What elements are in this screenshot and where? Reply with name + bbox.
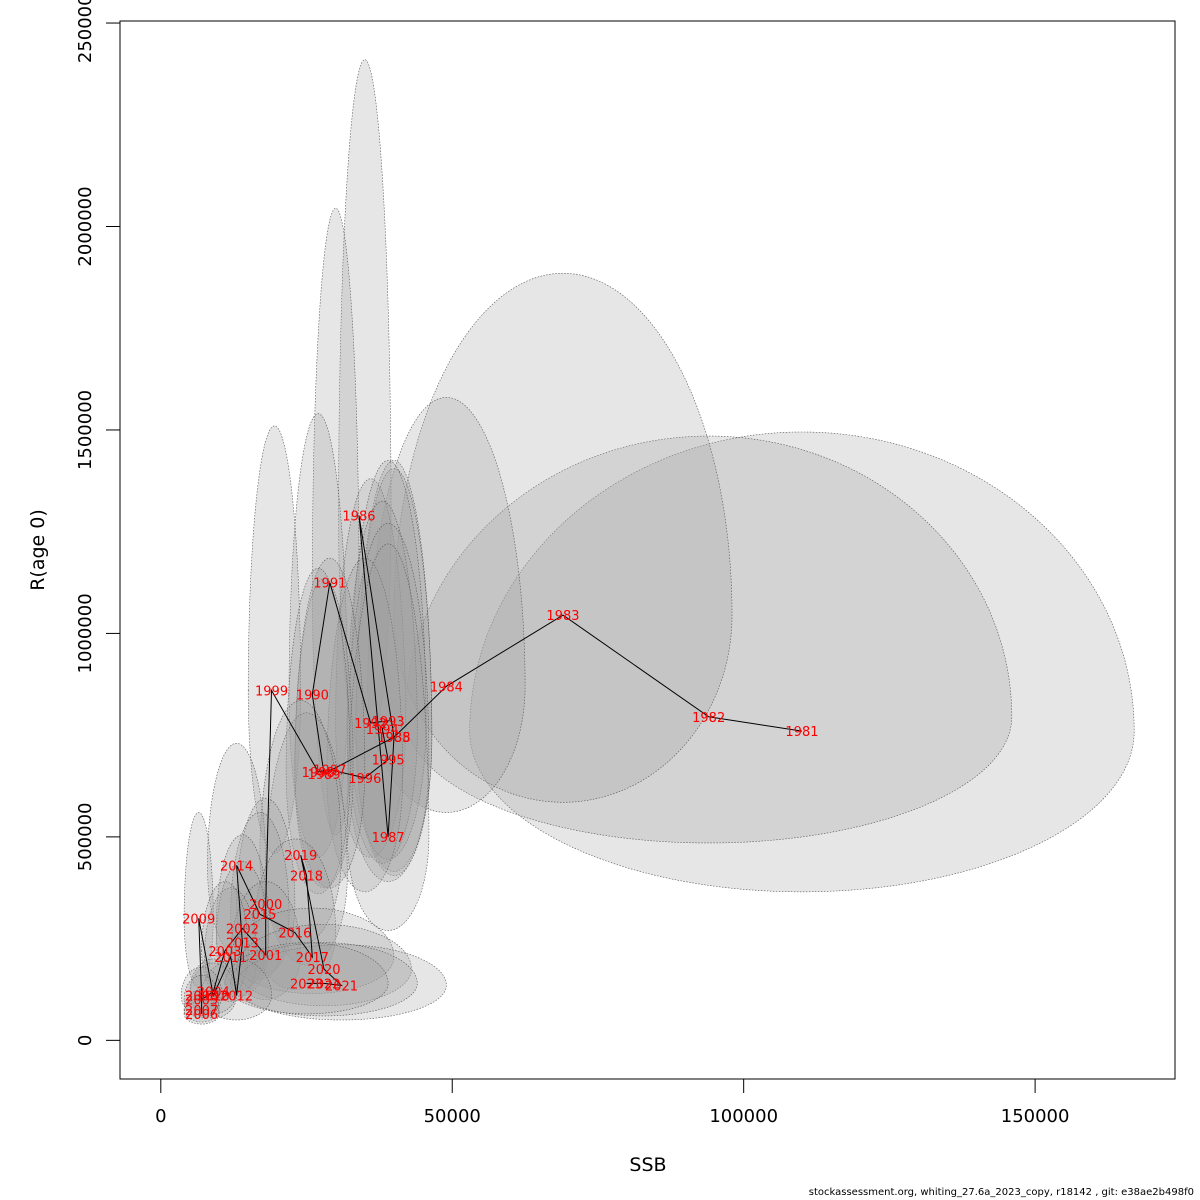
y-tick-label: 0 — [75, 1035, 96, 1046]
confidence-ellipse-1982 — [405, 435, 1013, 844]
y-tick-label: 2500000 — [75, 0, 96, 63]
year-label-1993: 1993 — [372, 715, 405, 730]
year-label-1989: 1989 — [307, 768, 340, 783]
year-label-2019: 2019 — [284, 849, 317, 864]
sr-trajectory — [198, 515, 803, 1014]
year-label-1997: 1997 — [313, 764, 346, 779]
year-labels: 1981 1982 1983 1984 1985 1986 1987 1988 1989 1990… — [182, 509, 818, 1022]
confidence-ellipse-1986 — [338, 59, 392, 760]
x-tick-label: 50000 — [424, 1106, 481, 1127]
confidence-ellipse-1999 — [247, 425, 301, 854]
x-axis-title: SSB — [629, 1154, 666, 1176]
x-tick-label: 100000 — [709, 1106, 778, 1127]
year-label-1999: 1999 — [255, 684, 288, 699]
confidence-ellipse-1988 — [355, 468, 433, 876]
year-label-2023: 2023 — [290, 977, 323, 992]
year-label-1996: 1996 — [348, 772, 381, 787]
confidence-ellipse-2019 — [259, 700, 342, 946]
year-label-2010: 2010 — [197, 990, 230, 1005]
year-label-1990: 1990 — [296, 688, 329, 703]
confidence-ellipse-1985 — [355, 460, 433, 872]
year-label-1987: 1987 — [372, 831, 405, 846]
year-label-2013: 2013 — [226, 937, 259, 952]
confidence-ellipse-2011 — [204, 887, 258, 1002]
confidence-ellipse-2018 — [265, 712, 348, 966]
year-label-2017: 2017 — [296, 951, 329, 966]
confidence-ellipse-2009 — [183, 812, 214, 988]
year-label-1994: 1994 — [366, 723, 399, 738]
year-label-1984: 1984 — [430, 680, 463, 695]
confidence-ellipse-2014 — [207, 742, 267, 956]
confidence-ellipse-1984 — [367, 397, 526, 813]
year-label-1998: 1998 — [302, 766, 335, 781]
y-tick-label: 1000000 — [75, 593, 96, 673]
year-label-1985: 1985 — [377, 731, 410, 746]
confidence-ellipse-2021 — [236, 944, 447, 1021]
confidence-ellipse-2015 — [230, 812, 290, 980]
y-tick-label: 1500000 — [75, 390, 96, 470]
year-label-2000: 2000 — [249, 898, 282, 913]
confidence-ellipse-1991 — [312, 207, 360, 836]
year-label-2007: 2007 — [185, 1004, 218, 1019]
year-label-2002: 2002 — [226, 922, 259, 937]
year-label-1983: 1983 — [546, 609, 579, 624]
year-label-2020: 2020 — [307, 963, 340, 978]
year-label-2009: 2009 — [182, 912, 215, 927]
year-label-2003: 2003 — [208, 945, 241, 960]
confidence-ellipse-1983 — [393, 272, 733, 803]
year-label-1992: 1992 — [354, 717, 387, 732]
confidence-ellipse-2002 — [215, 834, 269, 990]
y-axis-title: R(age 0) — [27, 509, 49, 591]
confidence-ellipse-1997 — [294, 557, 366, 889]
year-label-2006: 2006 — [185, 1008, 218, 1023]
year-label-2008: 2008 — [185, 990, 218, 1005]
confidence-ellipse-2016 — [253, 838, 336, 990]
year-label-2018: 2018 — [290, 870, 323, 885]
year-label-2022: 2022 — [307, 977, 340, 992]
confidence-ellipse-1989 — [294, 578, 354, 889]
year-label-2001: 2001 — [249, 949, 282, 964]
year-label-1982: 1982 — [692, 711, 725, 726]
y-axis: 0 500000 1000000 1500000 2000000 2500000 — [75, 0, 121, 1046]
x-axis: 0 50000 100000 150000 — [155, 1078, 1070, 1127]
confidence-ellipse-1993 — [349, 460, 427, 860]
y-tick-label: 2000000 — [75, 186, 96, 266]
x-tick-label: 150000 — [1001, 1106, 1070, 1127]
confidence-ellipse-1996 — [326, 557, 403, 893]
footer-credit: stockassessment.org, whiting_27.6a_2023_… — [808, 1187, 1194, 1198]
confidence-ellipse-1992 — [335, 478, 406, 858]
year-label-2005: 2005 — [185, 994, 218, 1009]
confidence-ellipse-1987 — [347, 543, 430, 931]
trajectory-line — [198, 515, 803, 1014]
x-tick-label: 0 — [155, 1106, 166, 1127]
year-label-2004: 2004 — [197, 986, 230, 1001]
year-label-1995: 1995 — [372, 754, 405, 769]
year-label-2021: 2021 — [325, 979, 358, 994]
year-label-2015: 2015 — [243, 908, 276, 923]
confidence-ellipse-2023 — [224, 942, 389, 1015]
year-label-1991: 1991 — [313, 577, 346, 592]
year-label-2012: 2012 — [220, 990, 253, 1005]
year-label-1988: 1988 — [377, 731, 410, 746]
year-label-2016: 2016 — [278, 927, 311, 942]
uncertainty-ellipses — [180, 59, 1135, 1025]
year-label-2011: 2011 — [214, 951, 247, 966]
year-label-1981: 1981 — [785, 725, 818, 740]
confidence-ellipse-1981 — [469, 431, 1135, 893]
year-label-1986: 1986 — [342, 509, 375, 524]
y-tick-label: 500000 — [75, 803, 96, 872]
year-label-2014: 2014 — [220, 859, 253, 874]
